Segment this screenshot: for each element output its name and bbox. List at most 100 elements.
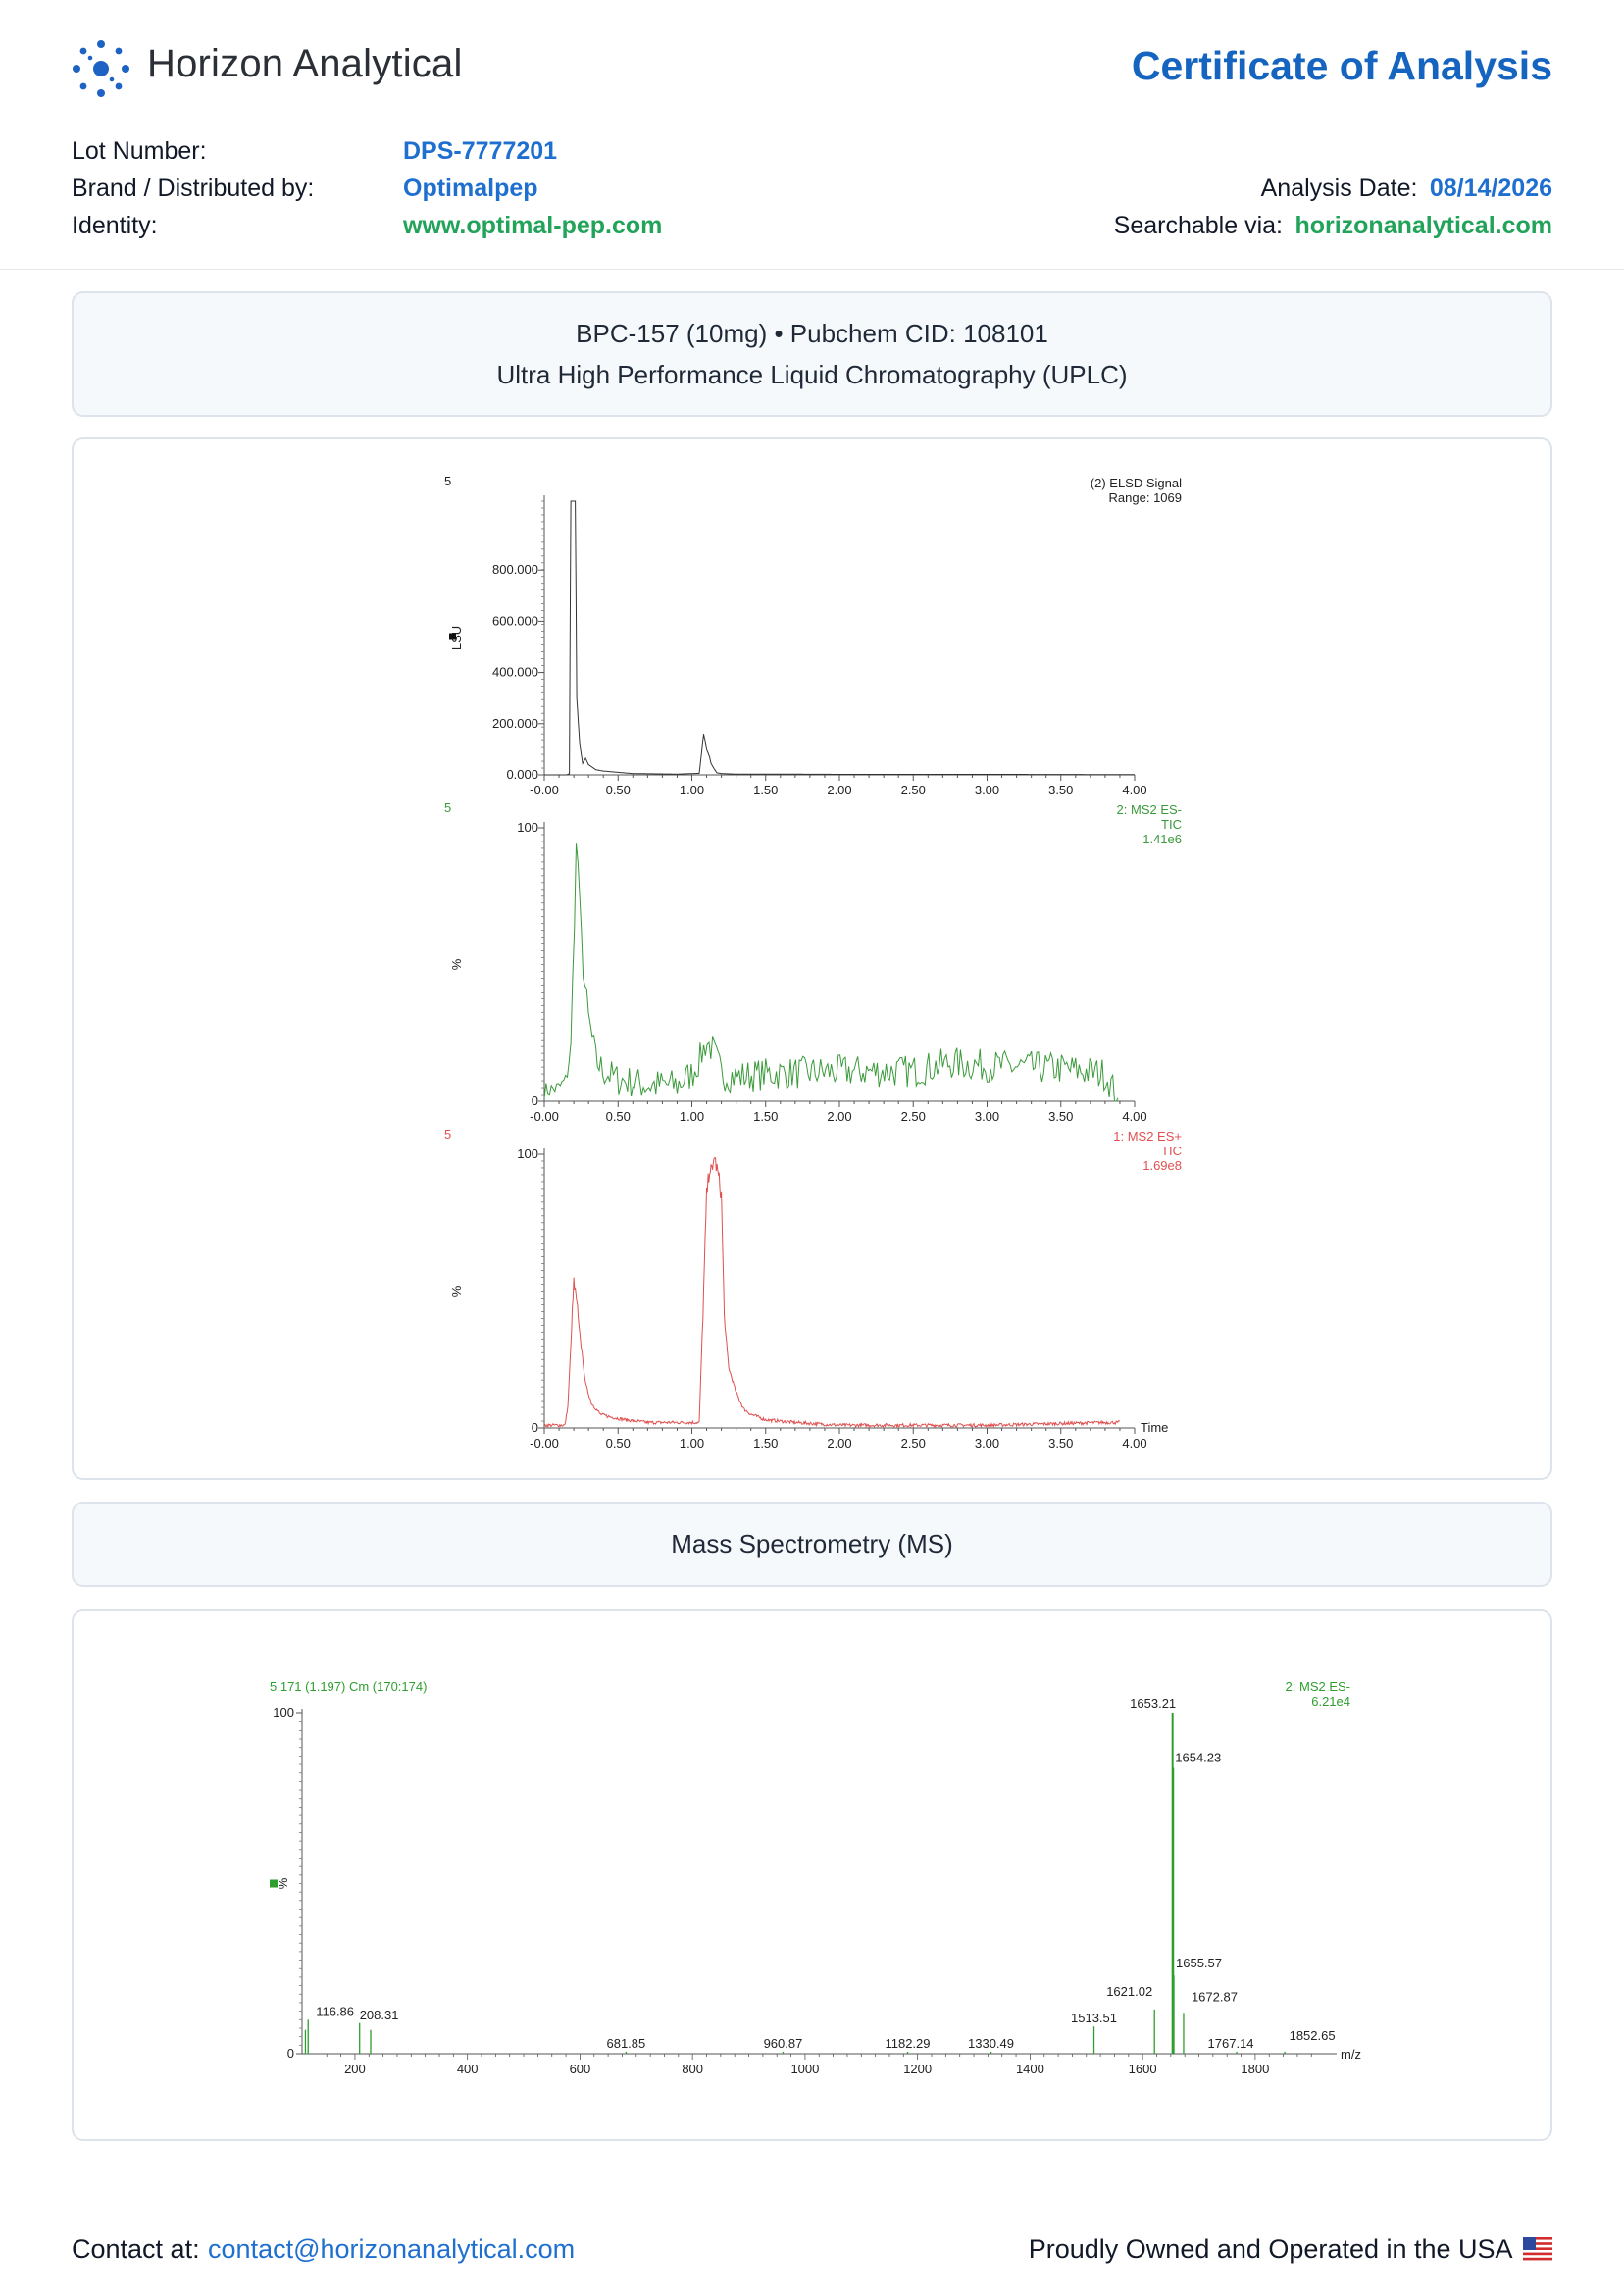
peak-label: 1182.29 bbox=[885, 2036, 930, 2051]
trace-label: 2: MS2 ES- bbox=[1286, 1679, 1350, 1694]
footer-contact: Contact at: contact@horizonanalytical.co… bbox=[72, 2234, 575, 2265]
x-tick-label: 1.00 bbox=[680, 1109, 704, 1124]
x-tick-label: 1.00 bbox=[680, 783, 704, 797]
contact-label: Contact at: bbox=[72, 2234, 200, 2264]
peak-label: 1621.02 bbox=[1106, 1984, 1152, 1999]
chart-ms2-pos-tic: -0.00 0.50 1.00 1.50 2.00 2.50 3.00 3.50 4.00 0 10… bbox=[444, 1127, 1182, 1451]
searchable-via-label: Searchable via: bbox=[1113, 212, 1283, 239]
x-tick-label: 0.50 bbox=[606, 1109, 631, 1124]
x-tick-label: 1.50 bbox=[753, 1109, 778, 1124]
method-line: Ultra High Performance Liquid Chromatogr… bbox=[496, 360, 1128, 389]
x-tick-label: 2.00 bbox=[827, 1109, 851, 1124]
trace-label: 1: MS2 ES+ bbox=[1113, 1129, 1182, 1144]
y-tick-label: 100 bbox=[517, 820, 538, 835]
lot-number-value: DPS-7777201 bbox=[403, 137, 558, 165]
x-tick-label: 1.50 bbox=[753, 1436, 778, 1451]
x-tick-label: 4.00 bbox=[1122, 1436, 1146, 1451]
ms-title: Mass Spectrometry (MS) bbox=[671, 1529, 953, 1558]
peak-label: 208.31 bbox=[360, 2008, 399, 2022]
y-tick-label: 0 bbox=[532, 1094, 538, 1108]
trace-label: TIC bbox=[1161, 817, 1182, 832]
chart-ms-spectrum: 200 400 600 800 1000 1200 1400 1600 1800 0 100 5 17… bbox=[270, 1679, 1361, 2076]
lot-number-label: Lot Number: bbox=[72, 137, 207, 165]
analysis-date: Analysis Date: 08/14/2026 bbox=[1261, 175, 1552, 203]
x-axis-title: m/z bbox=[1341, 2047, 1361, 2062]
x-tick-label: 3.50 bbox=[1048, 783, 1073, 797]
y-axis-label: % bbox=[449, 958, 464, 970]
x-tick-label: 2.50 bbox=[901, 1436, 926, 1451]
x-tick-label: 200 bbox=[344, 2062, 366, 2076]
x-tick-label: -0.00 bbox=[530, 1436, 559, 1451]
ms-spectrum-panel: 200 400 600 800 1000 1200 1400 1600 1800 0 100 5 17… bbox=[72, 1609, 1552, 2141]
searchable-via-link[interactable]: horizonanalytical.com bbox=[1294, 212, 1552, 239]
peak-label: 1767.14 bbox=[1208, 2036, 1254, 2051]
x-tick-label: 400 bbox=[457, 2062, 479, 2076]
x-tick-label: 1.50 bbox=[753, 783, 778, 797]
sample-label: 5 bbox=[444, 474, 451, 488]
peak-label: 116.86 bbox=[316, 2004, 354, 2018]
sample-label: 5 bbox=[444, 800, 451, 815]
brand-label: Brand / Distributed by: bbox=[72, 175, 315, 202]
x-tick-label: -0.00 bbox=[530, 1109, 559, 1124]
x-tick-label: 3.00 bbox=[975, 1436, 999, 1451]
peak-label: 1852.65 bbox=[1290, 2028, 1336, 2043]
identity-label: Identity: bbox=[72, 212, 158, 239]
y-axis-label: LSU bbox=[449, 626, 464, 650]
analysis-date-value: 08/14/2026 bbox=[1429, 175, 1552, 202]
trace-line bbox=[544, 500, 1135, 776]
trace-label: Range: 1069 bbox=[1109, 490, 1182, 505]
x-tick-label: 3.50 bbox=[1048, 1436, 1073, 1451]
x-tick-label: 1.00 bbox=[680, 1436, 704, 1451]
trace-line bbox=[543, 1157, 1121, 1429]
peak-label: 1655.57 bbox=[1176, 1956, 1222, 1970]
x-tick-label: 3.50 bbox=[1048, 1109, 1073, 1124]
identity-link[interactable]: www.optimal-pep.com bbox=[403, 212, 663, 239]
trace-line bbox=[543, 843, 1119, 1102]
x-tick-label: 3.00 bbox=[975, 1109, 999, 1124]
molecule-dots-logo-icon bbox=[73, 40, 129, 97]
y-tick-label: 400.000 bbox=[492, 665, 538, 680]
peak-label: 1672.87 bbox=[1192, 1989, 1238, 2004]
y-tick-label: 0.000 bbox=[506, 767, 538, 782]
y-axis-label: % bbox=[276, 1877, 290, 1889]
x-tick-label: 2.50 bbox=[901, 783, 926, 797]
x-tick-label: 0.50 bbox=[606, 1436, 631, 1451]
y-tick-label: 200.000 bbox=[492, 716, 538, 731]
legend-marker bbox=[270, 1879, 278, 1888]
peak-label: 1330.49 bbox=[968, 2036, 1014, 2051]
sample-label: 5 bbox=[444, 1127, 451, 1142]
uplc-title-panel: BPC-157 (10mg) • Pubchem CID: 108101 Ult… bbox=[72, 291, 1552, 417]
y-tick-label: 0 bbox=[532, 1420, 538, 1435]
trace-label: TIC bbox=[1161, 1144, 1182, 1158]
compound-line: BPC-157 (10mg) • Pubchem CID: 108101 bbox=[576, 319, 1048, 348]
x-tick-label: 1200 bbox=[903, 2062, 932, 2076]
contact-email-link[interactable]: contact@horizonanalytical.com bbox=[208, 2234, 576, 2264]
x-tick-label: 3.00 bbox=[975, 783, 999, 797]
peak-label: 960.87 bbox=[764, 2036, 803, 2051]
peak-label: 681.85 bbox=[606, 2036, 645, 2051]
us-flag-icon bbox=[1523, 2237, 1552, 2261]
chart-ms2-neg-tic: -0.00 0.50 1.00 1.50 2.00 2.50 3.00 3.50 4.00 0 10… bbox=[444, 800, 1182, 1124]
trace-label: 1.41e6 bbox=[1142, 832, 1182, 846]
x-tick-label: 1400 bbox=[1016, 2062, 1044, 2076]
company-name: Horizon Analytical bbox=[147, 42, 463, 85]
x-tick-label: 0.50 bbox=[606, 783, 631, 797]
peak-label: 1654.23 bbox=[1175, 1751, 1221, 1765]
document-title: Certificate of Analysis bbox=[1131, 43, 1552, 88]
x-tick-label: 2.00 bbox=[827, 783, 851, 797]
x-tick-label: 800 bbox=[682, 2062, 703, 2076]
y-tick-label: 600.000 bbox=[492, 613, 538, 628]
y-tick-label: 800.000 bbox=[492, 562, 538, 577]
x-tick-label: 4.00 bbox=[1122, 783, 1146, 797]
spectrum-title: 5 171 (1.197) Cm (170:174) bbox=[270, 1679, 427, 1694]
x-tick-label: 1000 bbox=[790, 2062, 819, 2076]
x-tick-label: 1800 bbox=[1241, 2062, 1269, 2076]
x-tick-label: 600 bbox=[570, 2062, 591, 2076]
x-tick-label: 2.50 bbox=[901, 1109, 926, 1124]
x-axis-title: Time bbox=[1141, 1420, 1168, 1435]
y-axis-label: % bbox=[449, 1285, 464, 1297]
mass-spectrum-chart: 200 400 600 800 1000 1200 1400 1600 1800 0 100 5 17… bbox=[270, 1679, 1361, 2076]
chart-elsd: -0.00 0.50 1.00 1.50 2.00 2.50 3.00 3.50 4.00 0.0… bbox=[444, 474, 1182, 797]
header-divider bbox=[0, 269, 1624, 270]
y-tick-label: 100 bbox=[273, 1706, 294, 1720]
